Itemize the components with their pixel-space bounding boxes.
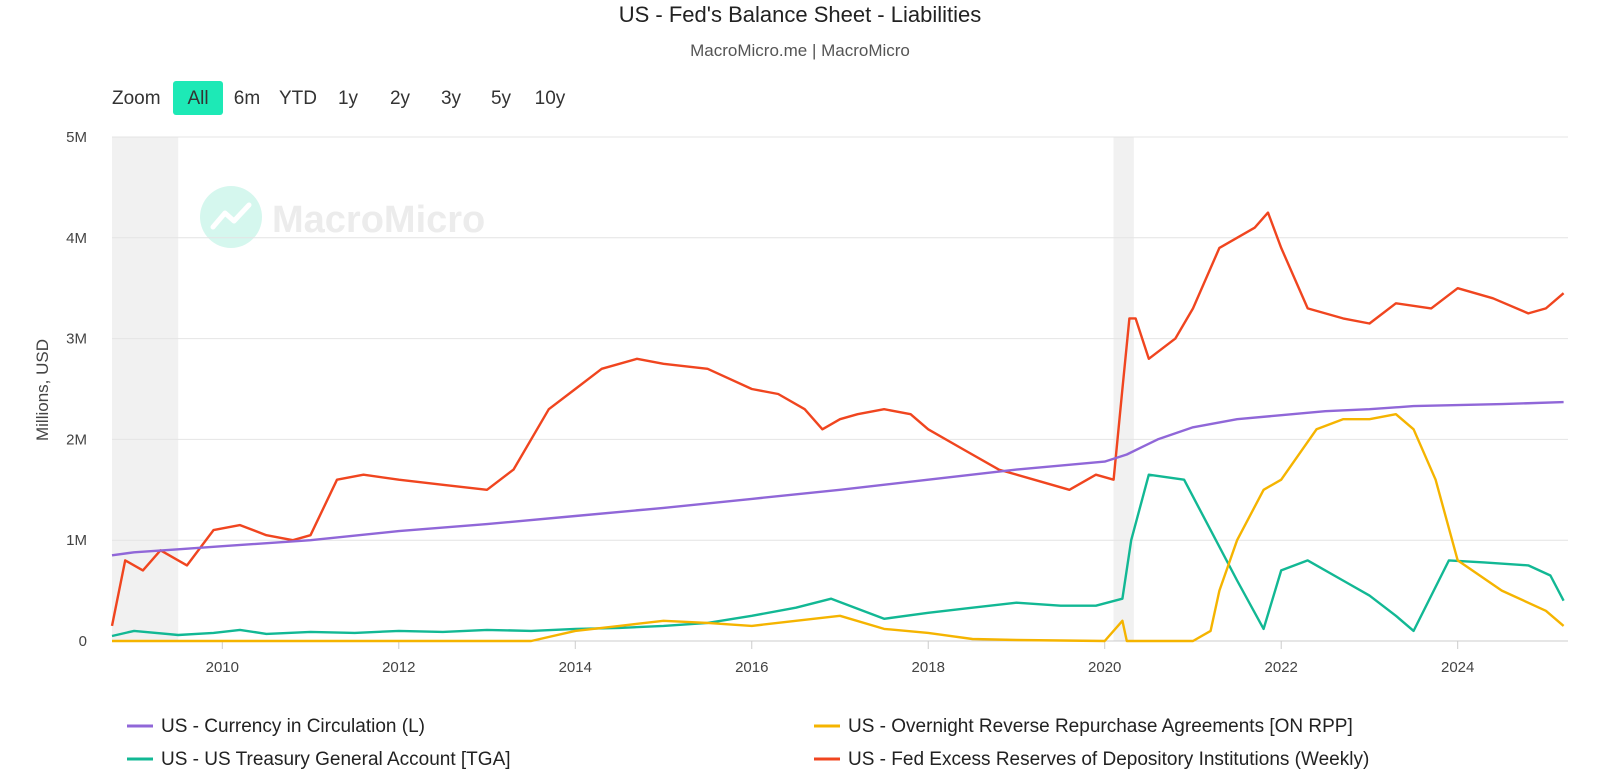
x-tick-label: 2020 [1088, 659, 1121, 676]
series-line-0 [111, 400, 1564, 557]
series-line-1 [111, 473, 1565, 638]
legend-label: US - Overnight Reverse Repurchase Agreem… [848, 716, 1353, 737]
zoom-button-6m[interactable]: 6m [234, 88, 260, 109]
y-tick-label: 2M [66, 431, 87, 448]
y-tick-label: 4M [66, 230, 87, 247]
zoom-button-1y[interactable]: 1y [338, 88, 359, 109]
zoom-button-2y[interactable]: 2y [390, 88, 411, 109]
zoom-button-10y[interactable]: 10y [535, 88, 566, 109]
legend-label: US - Fed Excess Reserves of Depository I… [848, 749, 1369, 770]
zoom-button-label: 1y [338, 88, 359, 109]
x-tick-label: 2014 [559, 659, 592, 676]
x-tick-label: 2016 [735, 659, 768, 676]
legend-label: US - US Treasury General Account [TGA] [161, 749, 511, 770]
chart-title: US - Fed's Balance Sheet - Liabilities [619, 2, 981, 27]
zoom-button-label: 2y [390, 88, 411, 109]
series-line-3 [110, 211, 1565, 627]
zoom-bar: Zoom All 6m YTD 1y 2y 3y 5y 10y [112, 81, 566, 115]
trend-line-icon [210, 202, 252, 230]
y-tick-label: 1M [66, 532, 87, 549]
recession-band [1113, 137, 1134, 641]
zoom-button-label: 6m [234, 88, 260, 109]
chart-subtitle: MacroMicro.me | MacroMicro [690, 41, 910, 60]
zoom-button-label: All [187, 88, 208, 109]
zoom-button-label: 3y [441, 88, 462, 109]
x-tick-label: 2010 [206, 659, 239, 676]
watermark-text: MacroMicro [272, 199, 485, 241]
y-tick-label: 5M [66, 129, 87, 146]
x-tick-label: 2024 [1441, 659, 1474, 676]
x-axis: 2010 2012 2014 2016 2018 2020 2022 2024 [206, 641, 1474, 676]
watermark: MacroMicro [200, 186, 485, 248]
legend-label: US - Currency in Circulation (L) [161, 716, 425, 737]
zoom-button-3y[interactable]: 3y [441, 88, 462, 109]
zoom-label: Zoom [112, 88, 161, 109]
zoom-button-active-bg [173, 81, 223, 115]
y-axis-title: Millions, USD [33, 339, 52, 441]
x-tick-label: 2012 [382, 659, 415, 676]
zoom-button-label: YTD [279, 88, 317, 109]
legend-item[interactable]: US - Fed Excess Reserves of Depository I… [814, 749, 1369, 770]
y-tick-label: 3M [66, 331, 87, 348]
zoom-button-label: 10y [535, 88, 566, 109]
zoom-button-ytd[interactable]: YTD [279, 88, 317, 109]
legend-item[interactable]: US - Currency in Circulation (L) [127, 716, 425, 737]
x-tick-label: 2018 [912, 659, 945, 676]
x-tick-label: 2022 [1265, 659, 1298, 676]
series-line-2 [112, 413, 1565, 643]
legend-item[interactable]: US - US Treasury General Account [TGA] [127, 749, 511, 770]
zoom-button-all[interactable]: All [173, 81, 223, 115]
plot-area [112, 137, 1134, 641]
legend: US - Currency in Circulation (L) US - US … [127, 716, 1369, 770]
y-tick-label: 0 [79, 633, 87, 650]
recession-band [112, 137, 179, 641]
zoom-button-label: 5y [491, 88, 512, 109]
legend-item[interactable]: US - Overnight Reverse Repurchase Agreem… [814, 716, 1353, 737]
series-group [110, 211, 1565, 643]
y-axis: 0 1M 2M 3M 4M 5M [66, 129, 87, 650]
zoom-button-5y[interactable]: 5y [491, 88, 512, 109]
